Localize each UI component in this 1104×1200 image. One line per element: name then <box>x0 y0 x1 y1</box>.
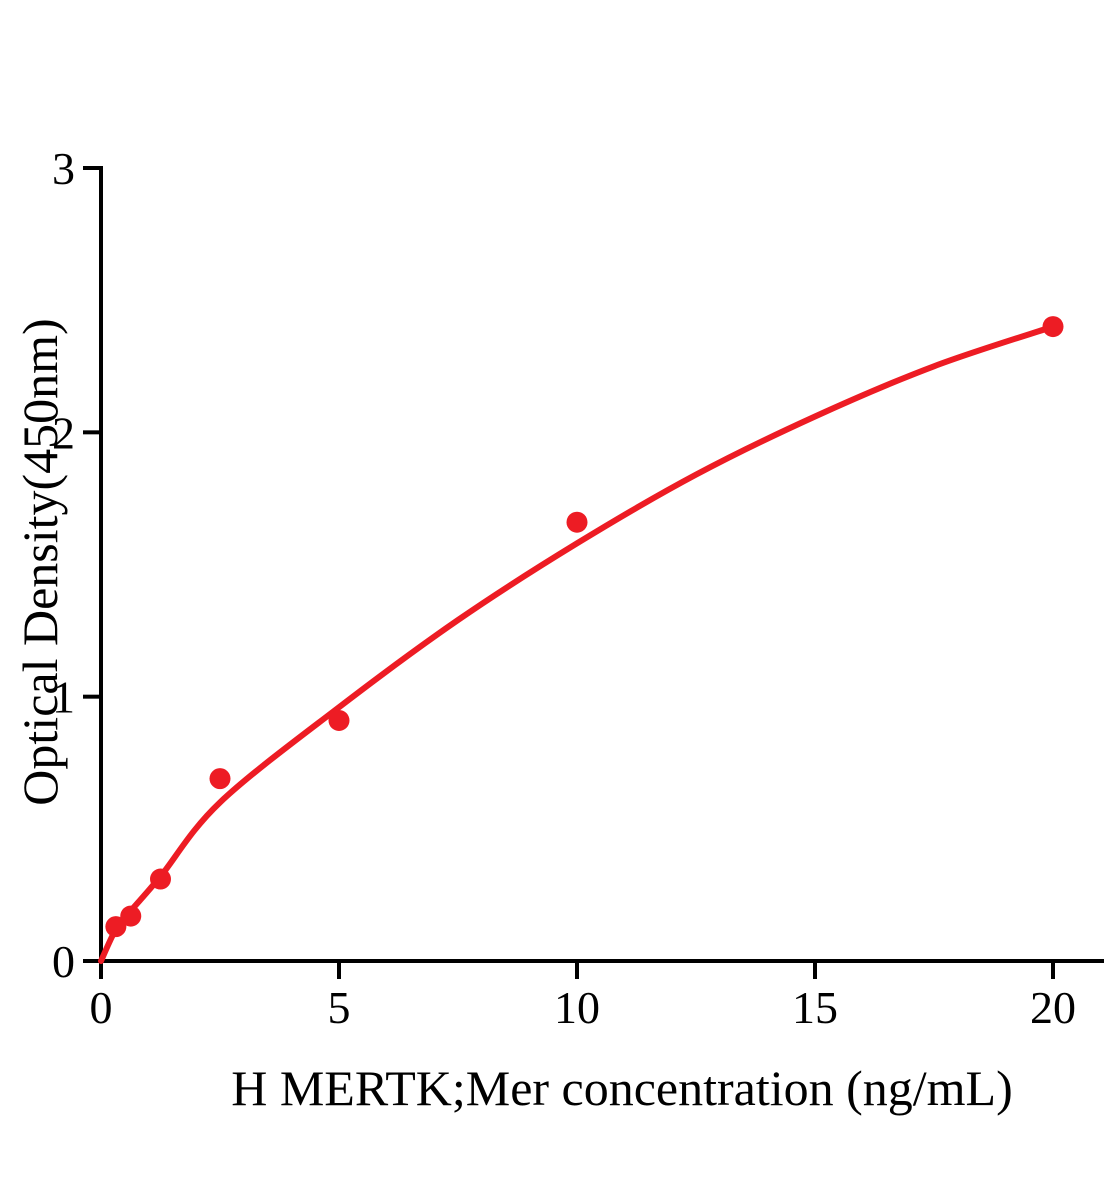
data-point <box>209 768 231 790</box>
y-tick-label: 2 <box>52 407 75 458</box>
fit-curve-path <box>98 323 1056 964</box>
data-point <box>328 709 350 731</box>
data-point <box>105 916 127 938</box>
data-point <box>120 905 142 927</box>
y-tick-label: 3 <box>52 143 75 194</box>
x-tick-label: 5 <box>328 982 351 1033</box>
x-axis-title: H MERTK;Mer concentration (ng/mL) <box>231 1060 1013 1116</box>
y-tick-label: 0 <box>52 936 75 987</box>
x-tick-label: 20 <box>1030 982 1076 1033</box>
x-tick-label: 0 <box>90 982 113 1033</box>
x-tick-label: 15 <box>792 982 838 1033</box>
x-tick-label: 10 <box>554 982 600 1033</box>
data-point <box>566 511 588 533</box>
data-point <box>150 868 171 890</box>
y-tick-label: 1 <box>52 672 75 723</box>
y-axis-title: Optical Density(450nm) <box>12 318 68 806</box>
data-point <box>1042 316 1064 338</box>
